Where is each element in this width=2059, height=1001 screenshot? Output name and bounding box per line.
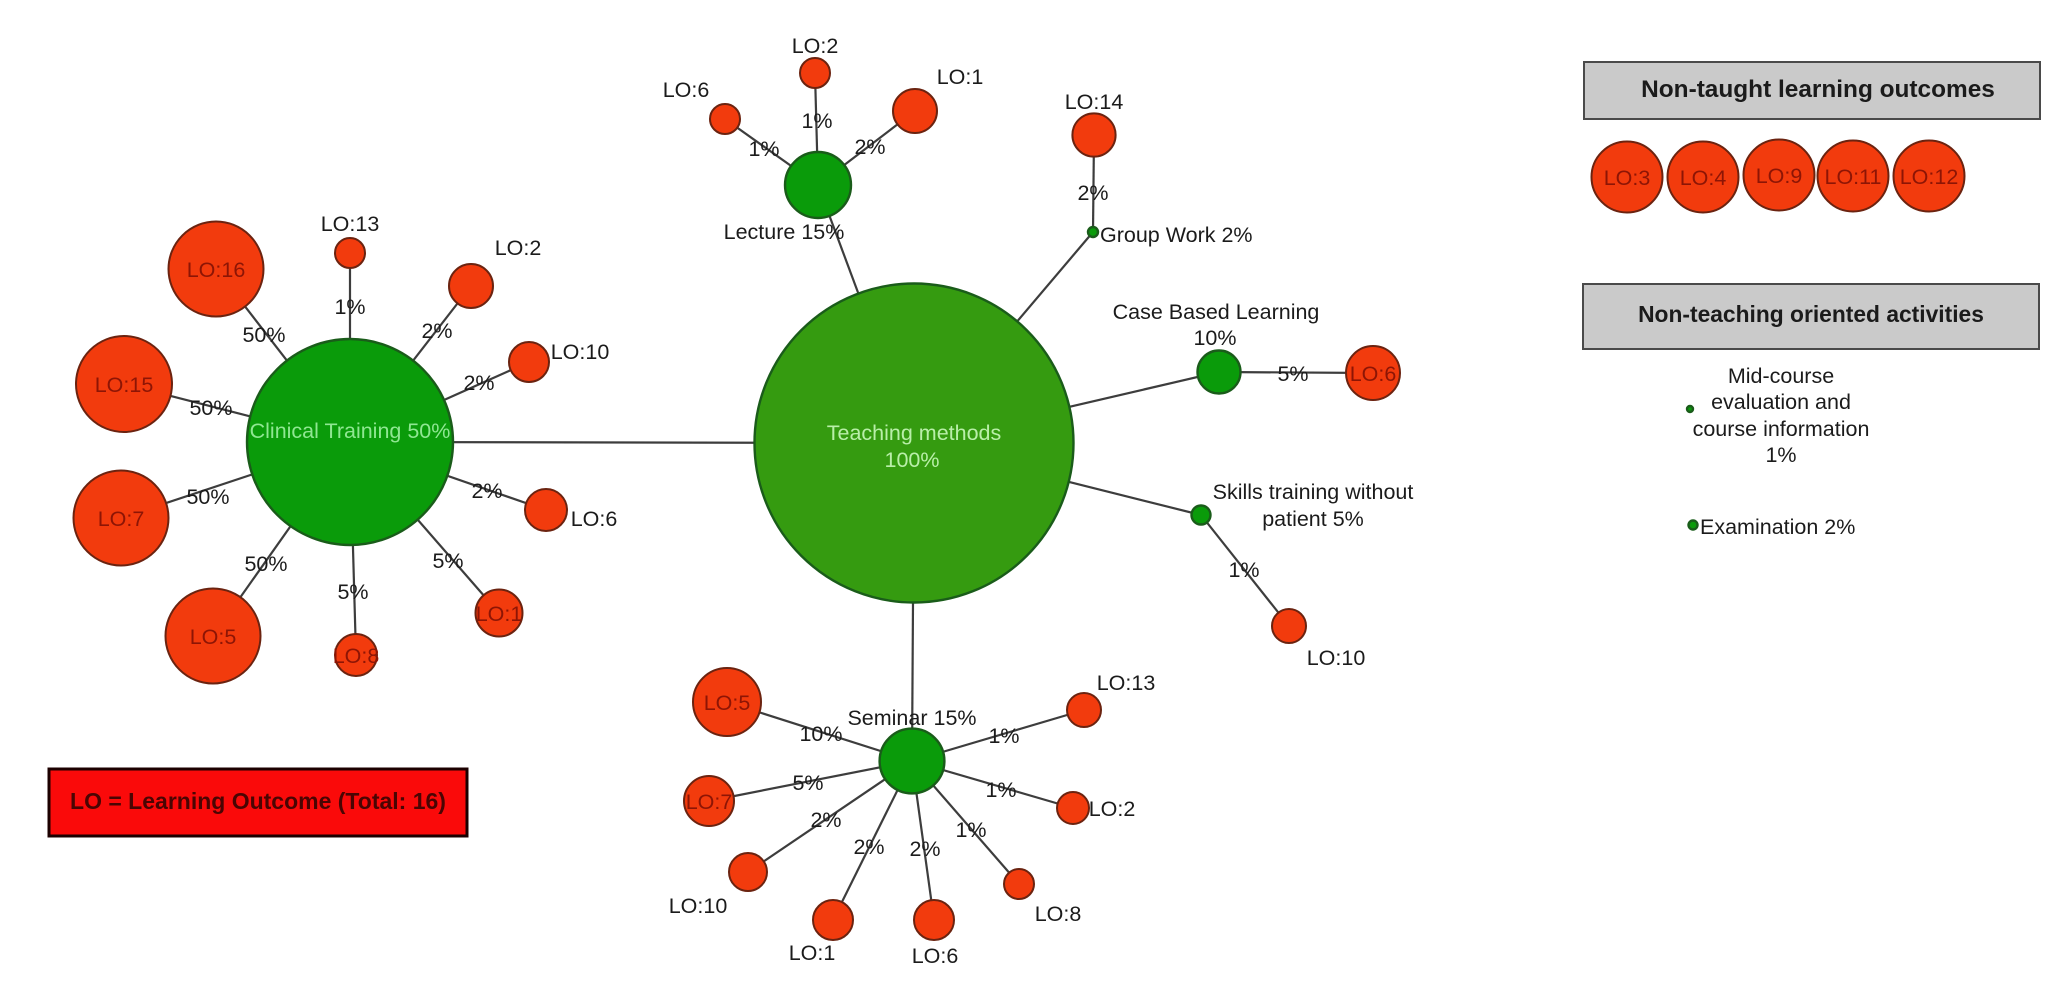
svg-text:Mid-course: Mid-course bbox=[1728, 364, 1834, 388]
svg-text:2%: 2% bbox=[471, 479, 502, 503]
svg-text:LO:10: LO:10 bbox=[551, 340, 610, 364]
svg-text:Case Based Learning: Case Based Learning bbox=[1113, 300, 1320, 324]
svg-text:LO:5: LO:5 bbox=[190, 625, 237, 649]
svg-text:LO:2: LO:2 bbox=[792, 34, 839, 58]
svg-text:LO:6: LO:6 bbox=[1350, 362, 1397, 386]
svg-text:LO:14: LO:14 bbox=[1065, 90, 1124, 114]
svg-text:patient 5%: patient 5% bbox=[1262, 507, 1364, 531]
svg-text:LO:1: LO:1 bbox=[937, 65, 984, 89]
svg-text:LO:6: LO:6 bbox=[571, 507, 618, 531]
svg-text:5%: 5% bbox=[337, 580, 368, 604]
svg-text:LO:15: LO:15 bbox=[95, 373, 154, 397]
svg-text:1%: 1% bbox=[748, 137, 779, 161]
svg-text:2%: 2% bbox=[909, 837, 940, 861]
svg-text:Lecture 15%: Lecture 15% bbox=[724, 220, 845, 244]
svg-text:10%: 10% bbox=[799, 722, 842, 746]
svg-text:LO:1: LO:1 bbox=[476, 602, 523, 626]
svg-text:LO:10: LO:10 bbox=[669, 894, 728, 918]
svg-text:Group Work 2%: Group Work 2% bbox=[1100, 223, 1253, 247]
svg-text:2%: 2% bbox=[854, 135, 885, 159]
svg-text:LO:9: LO:9 bbox=[1756, 164, 1803, 188]
svg-text:100%: 100% bbox=[885, 448, 940, 472]
svg-text:Examination 2%: Examination 2% bbox=[1700, 515, 1855, 539]
svg-text:50%: 50% bbox=[242, 323, 285, 347]
svg-text:LO:6: LO:6 bbox=[663, 78, 710, 102]
svg-text:2%: 2% bbox=[1077, 181, 1108, 205]
svg-text:50%: 50% bbox=[186, 485, 229, 509]
svg-text:1%: 1% bbox=[955, 818, 986, 842]
svg-text:Seminar 15%: Seminar 15% bbox=[847, 706, 976, 730]
svg-text:LO:13: LO:13 bbox=[321, 212, 380, 236]
svg-text:LO:13: LO:13 bbox=[1097, 671, 1156, 695]
svg-text:LO:2: LO:2 bbox=[1089, 797, 1136, 821]
svg-text:5%: 5% bbox=[1277, 362, 1308, 386]
svg-text:2%: 2% bbox=[421, 319, 452, 343]
svg-text:LO:1: LO:1 bbox=[789, 941, 836, 965]
svg-text:LO:4: LO:4 bbox=[1680, 166, 1727, 190]
svg-text:LO:3: LO:3 bbox=[1604, 166, 1651, 190]
svg-text:LO:8: LO:8 bbox=[333, 644, 380, 668]
svg-text:LO = Learning Outcome (Total:: LO = Learning Outcome (Total: 16) bbox=[70, 788, 446, 814]
svg-text:LO:2: LO:2 bbox=[495, 236, 542, 260]
svg-text:LO:7: LO:7 bbox=[98, 507, 145, 531]
svg-text:50%: 50% bbox=[244, 552, 287, 576]
svg-text:2%: 2% bbox=[463, 371, 494, 395]
svg-text:50%: 50% bbox=[189, 396, 232, 420]
svg-text:LO:11: LO:11 bbox=[1825, 165, 1882, 189]
svg-text:1%: 1% bbox=[985, 778, 1016, 802]
svg-text:Teaching methods: Teaching methods bbox=[827, 421, 1002, 445]
svg-text:Clinical Training 50%: Clinical Training 50% bbox=[250, 419, 451, 443]
svg-text:LO:12: LO:12 bbox=[1900, 165, 1959, 189]
svg-text:1%: 1% bbox=[988, 724, 1019, 748]
svg-text:LO:16: LO:16 bbox=[187, 258, 246, 282]
svg-text:Skills training without: Skills training without bbox=[1213, 480, 1414, 504]
svg-text:LO:8: LO:8 bbox=[1035, 902, 1082, 926]
svg-text:Non-taught learning outcomes: Non-taught learning outcomes bbox=[1641, 76, 1995, 103]
svg-text:10%: 10% bbox=[1193, 326, 1236, 350]
svg-text:LO:10: LO:10 bbox=[1307, 646, 1366, 670]
svg-text:course information: course information bbox=[1693, 417, 1870, 441]
svg-text:5%: 5% bbox=[432, 549, 463, 573]
svg-text:1%: 1% bbox=[1765, 443, 1796, 467]
svg-text:5%: 5% bbox=[792, 771, 823, 795]
svg-text:1%: 1% bbox=[1228, 558, 1259, 582]
svg-text:LO:5: LO:5 bbox=[704, 691, 751, 715]
svg-text:1%: 1% bbox=[334, 295, 365, 319]
svg-text:2%: 2% bbox=[810, 808, 841, 832]
svg-text:1%: 1% bbox=[801, 109, 832, 133]
svg-text:LO:7: LO:7 bbox=[686, 790, 733, 814]
svg-text:LO:6: LO:6 bbox=[912, 944, 959, 968]
svg-text:Non-teaching oriented activiti: Non-teaching oriented activities bbox=[1638, 301, 1984, 327]
svg-text:evaluation and: evaluation and bbox=[1711, 390, 1851, 414]
svg-text:2%: 2% bbox=[853, 835, 884, 859]
